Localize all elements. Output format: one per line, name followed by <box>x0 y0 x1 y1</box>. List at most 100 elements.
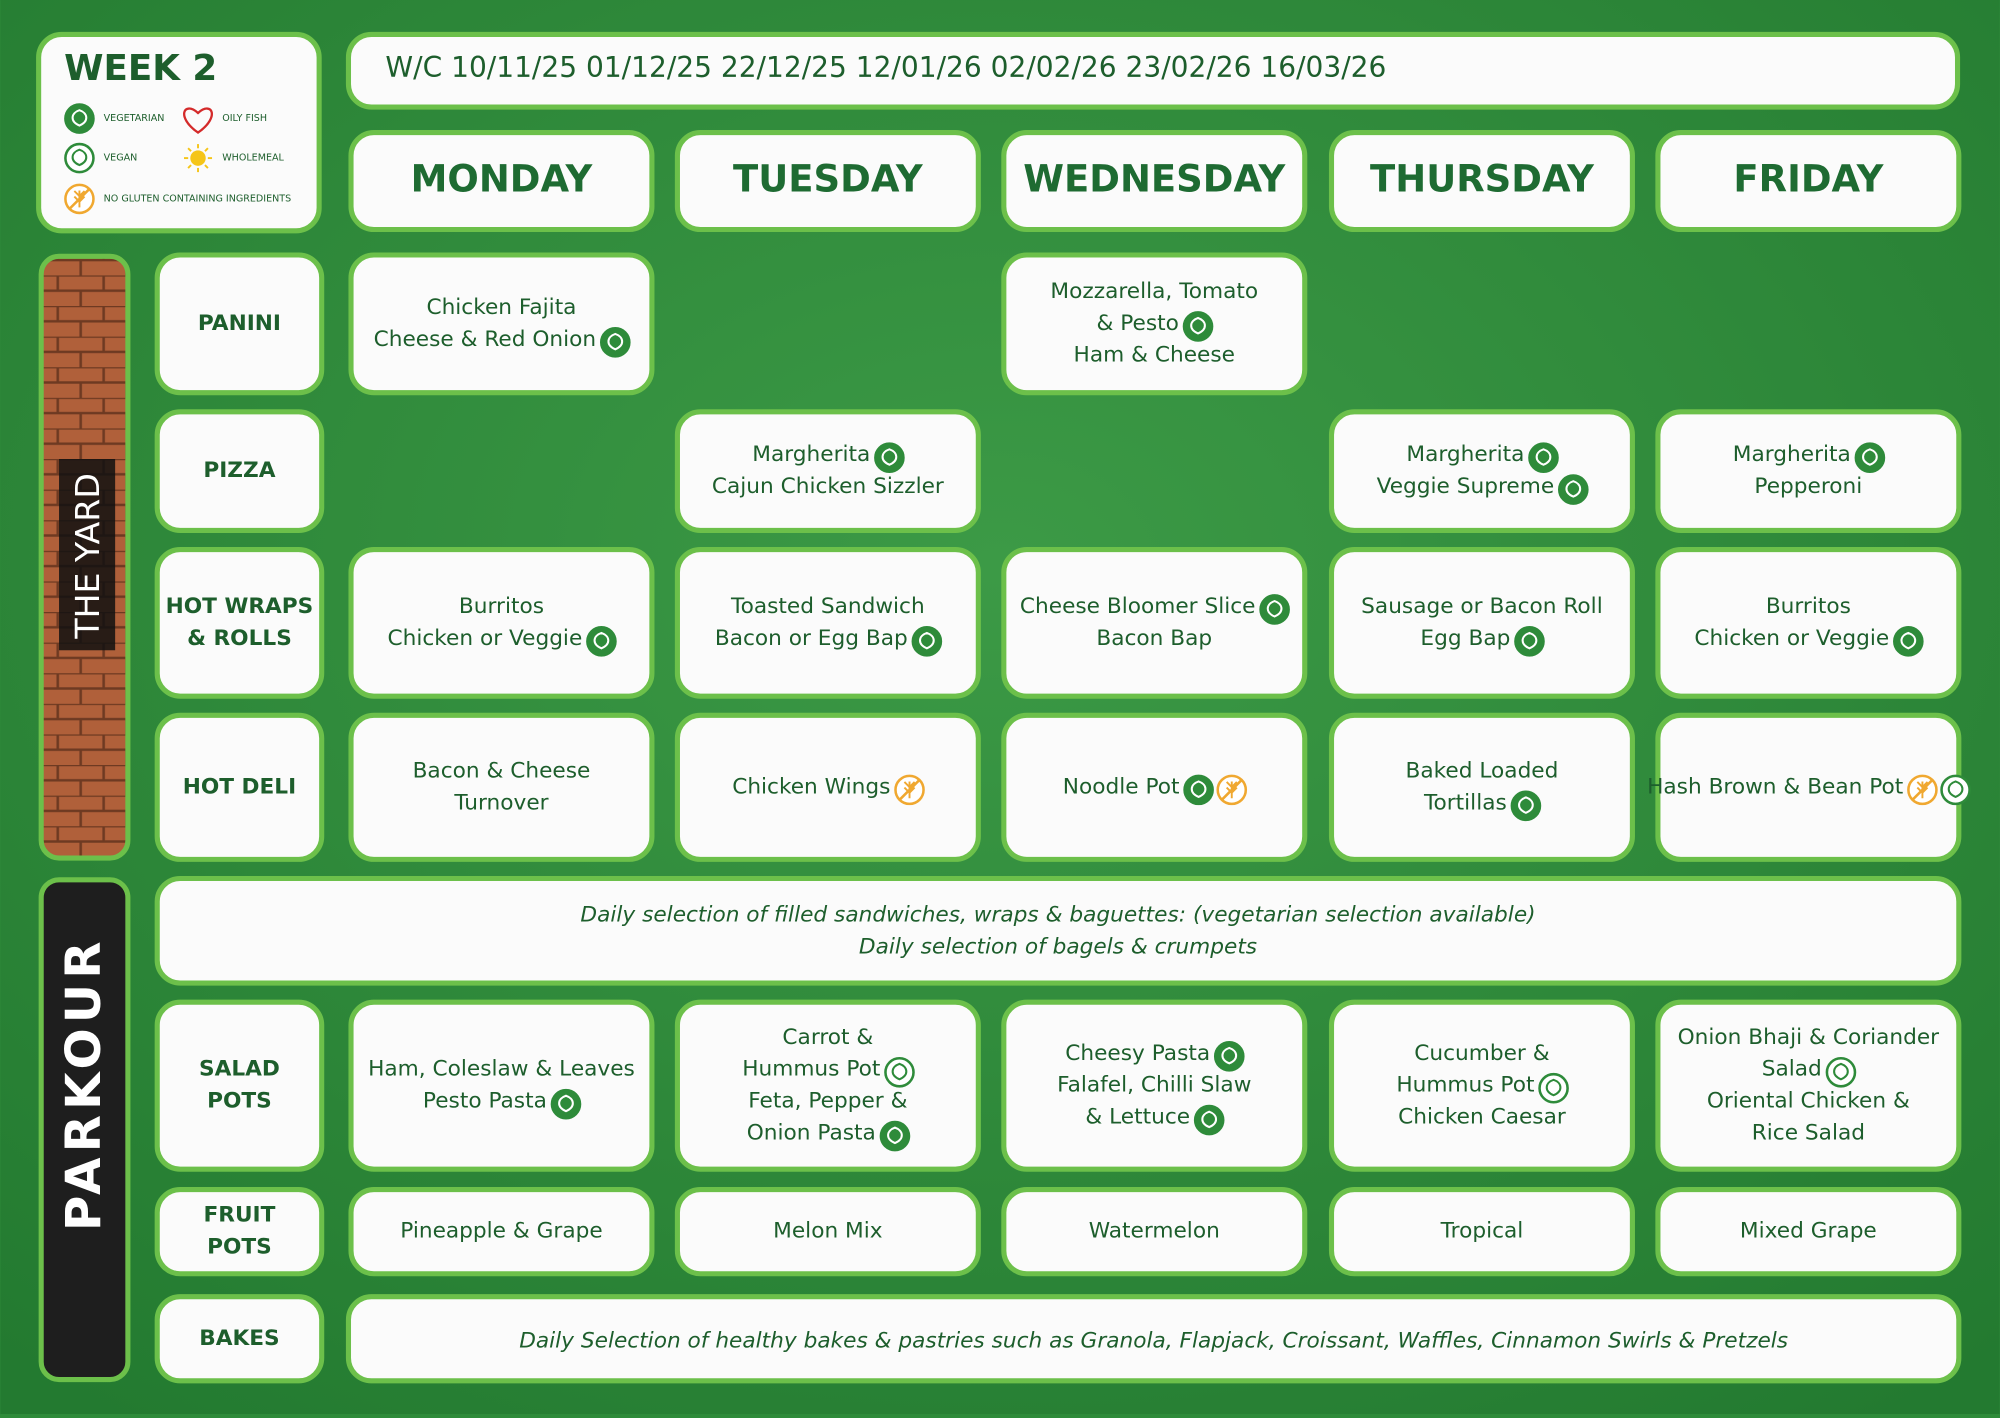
daily-note: Daily selection of filled sandwiches, wr… <box>580 902 1535 927</box>
menu-item: Cucumber & <box>1414 1041 1549 1066</box>
menu-cell <box>348 712 655 862</box>
icon-ring <box>884 1056 915 1088</box>
diet-icon <box>64 183 95 215</box>
icon-ring <box>1825 1056 1857 1088</box>
icon-leaf <box>1833 1062 1849 1081</box>
icon-ring <box>1514 626 1545 657</box>
menu-item: Baked Loaded <box>1406 758 1559 783</box>
day-header <box>1328 130 1635 233</box>
menu-item: & Lettuce <box>1085 1105 1190 1130</box>
menu-item: Chicken Fajita <box>426 295 576 320</box>
menu-item: Ham & Cheese <box>1074 343 1235 368</box>
diet-icon <box>183 144 213 173</box>
week-title: WEEK 2 <box>64 48 217 89</box>
menu-item: Ham, Coleslaw & Leaves <box>368 1057 635 1082</box>
menu-item: Burritos <box>1766 594 1851 619</box>
icon-ring <box>1183 774 1214 806</box>
menu-item: Hash Brown & Bean Pot <box>1647 774 1903 799</box>
icon-leaf <box>1190 316 1206 335</box>
icon-ring <box>1557 474 1589 505</box>
menu-item: Margherita <box>1406 442 1524 467</box>
icon-leaf <box>1565 480 1582 498</box>
menu-item: Melon Mix <box>773 1219 883 1244</box>
daily-note-box <box>154 875 1962 986</box>
day-header <box>348 130 655 233</box>
menu-cell <box>1001 546 1308 699</box>
day-label: THURSDAY <box>1370 158 1595 201</box>
menu-item: Onion Bhaji & Coriander <box>1678 1025 1940 1050</box>
menu-cell <box>1328 1187 1635 1277</box>
icon-ring <box>64 103 95 134</box>
diet-icon <box>64 103 95 134</box>
legend-label: WHOLEMEAL <box>222 153 284 164</box>
menu-cell <box>1655 409 1962 533</box>
icon-leaf <box>558 1094 574 1113</box>
icon-ring <box>1510 790 1542 822</box>
icon-heart <box>183 107 213 134</box>
menu-item: Burritos <box>459 594 544 619</box>
menu-item: Feta, Pepper & <box>748 1089 907 1114</box>
icon-sun <box>190 150 206 166</box>
menu-item: Toasted Sandwich <box>730 594 925 619</box>
day-header <box>674 130 981 233</box>
icon-ring <box>911 626 943 657</box>
row-label: PIZZA <box>203 458 275 483</box>
row-label-box <box>154 252 325 396</box>
menu-cell <box>1328 999 1635 1172</box>
icon-ring <box>599 327 631 358</box>
diet-icon <box>1183 774 1214 806</box>
menu-item: Hummus Pot <box>742 1057 880 1082</box>
diet-icon <box>1514 626 1545 657</box>
row-label: HOT DELI <box>183 774 296 799</box>
menu-cell <box>348 999 655 1172</box>
row-label: HOT WRAPS <box>166 594 314 619</box>
menu-item: Chicken or Veggie <box>387 626 582 651</box>
menu-item: Falafel, Chilli Slaw <box>1057 1073 1251 1098</box>
legend-label: NO GLUTEN CONTAINING INGREDIENTS <box>104 193 292 204</box>
icon-ray <box>204 164 209 169</box>
menu-item: Noodle Pot <box>1063 774 1180 799</box>
diet-icon <box>1893 626 1924 657</box>
icon-leaf <box>593 631 610 650</box>
icon-leaf <box>71 109 88 127</box>
row-label: PANINI <box>198 311 281 336</box>
row-label-box <box>154 1187 325 1277</box>
dates-box <box>345 31 1961 110</box>
menu-cell <box>674 546 981 699</box>
icon-ring <box>1854 442 1886 474</box>
icon-ring <box>1182 311 1214 342</box>
icon-ray <box>204 147 209 152</box>
diet-icon <box>884 1056 915 1088</box>
menu-item: Salad <box>1762 1057 1822 1082</box>
icon-leaf <box>1266 599 1283 618</box>
menu-item: Bacon Bap <box>1096 626 1212 651</box>
diet-icon <box>1182 311 1214 342</box>
dates: W/C 10/11/25 01/12/25 22/12/25 12/01/26 … <box>385 51 1386 84</box>
day-label: WEDNESDAY <box>1023 158 1286 201</box>
icon-leaf <box>1862 448 1878 466</box>
menu-item: & Pesto <box>1096 311 1178 336</box>
icon-ring <box>1259 594 1290 625</box>
icon-slash <box>1911 779 1934 801</box>
icon-ring <box>874 442 905 474</box>
diet-icon <box>1259 594 1290 625</box>
icon-ring <box>64 142 95 174</box>
icon-leaf <box>1221 1046 1238 1065</box>
diet-icon <box>879 1120 911 1152</box>
diet-icon <box>874 442 905 474</box>
menu-item: Chicken or Veggie <box>1694 626 1889 651</box>
diet-icon <box>1216 774 1248 806</box>
menu-cell <box>674 1187 981 1277</box>
icon-leaf <box>1518 796 1534 814</box>
diet-icon <box>183 107 213 134</box>
menu-item: Mozzarella, Tomato <box>1050 279 1258 304</box>
menu-item: Oriental Chicken & <box>1707 1089 1910 1114</box>
menu-cell <box>1655 546 1962 699</box>
icon-ring <box>1538 1072 1569 1104</box>
diet-icon <box>1557 474 1589 505</box>
row-label-box <box>154 1294 325 1384</box>
menu-cell <box>1001 1187 1308 1277</box>
menu-cell <box>348 1187 655 1277</box>
menu-item: Hummus Pot <box>1396 1073 1534 1098</box>
